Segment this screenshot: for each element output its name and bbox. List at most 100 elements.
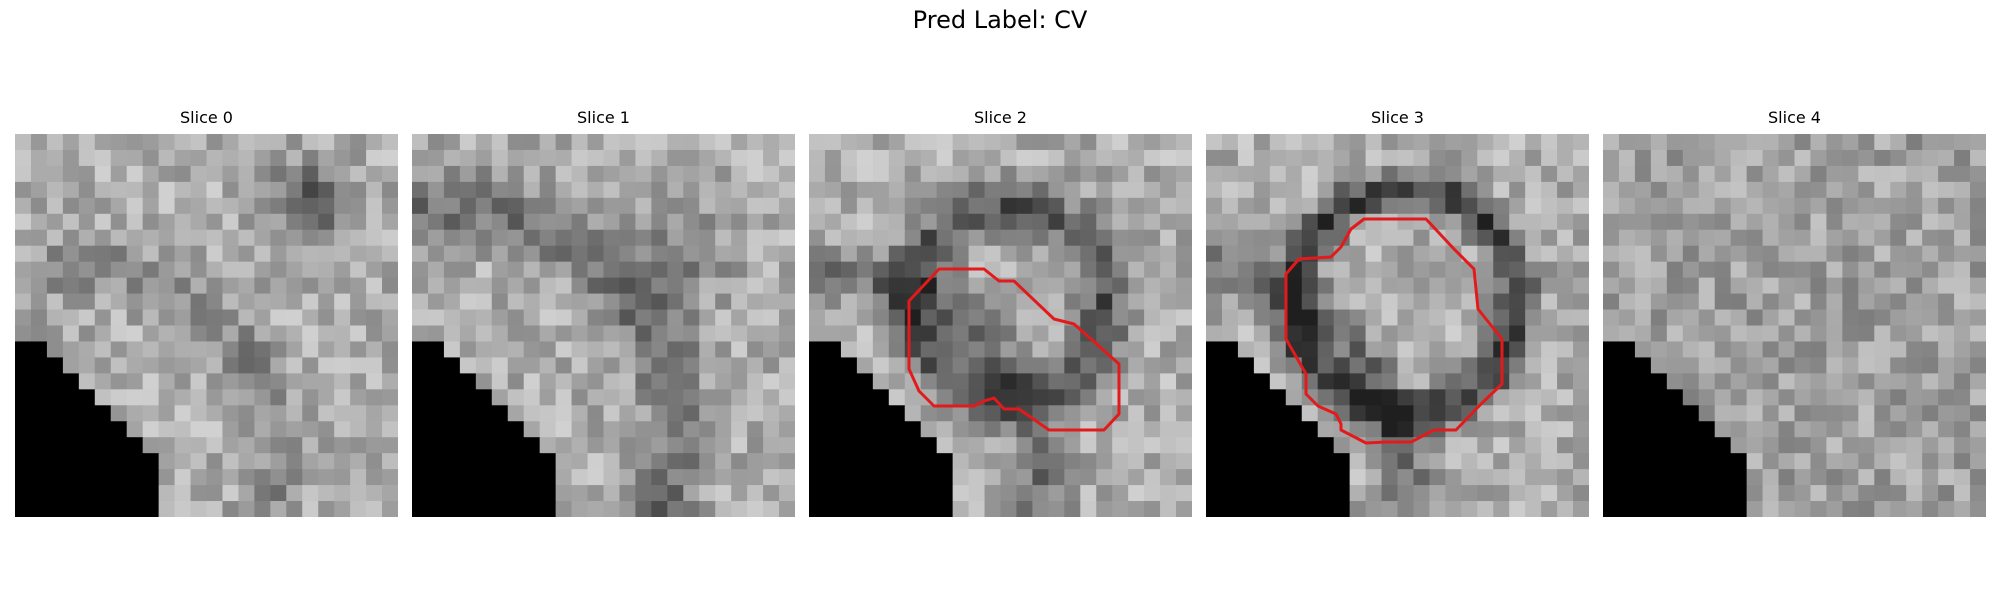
pixel-cell [1970,341,1986,359]
pixel-cell [1906,437,1923,454]
pixel-cell [62,213,80,231]
pixel-cell [1525,134,1542,151]
pixel-cell [603,501,621,517]
pixel-cell [904,181,922,199]
pixel-cell [731,421,748,438]
slice-1-title: Slice 1 [577,108,630,127]
pixel-cell [412,325,429,343]
pixel-cell [110,437,128,454]
pixel-cell [1810,357,1828,374]
pixel-cell [904,485,922,502]
pixel-cell [1016,149,1034,167]
pixel-cell [1112,197,1129,215]
pixel-cell [1016,373,1034,390]
pixel-cell [1525,389,1542,406]
pixel-cell [222,261,240,279]
pixel-cell [1906,373,1923,390]
pixel-cell [334,485,351,502]
pixel-cell [1445,197,1462,215]
pixel-cell [366,245,383,263]
pixel-cell [523,309,541,327]
pixel-cell [1541,437,1558,454]
pixel-cell [94,309,112,327]
pixel-cell [254,197,271,215]
pixel-cell [222,405,240,422]
pixel-cell [1810,261,1828,279]
pixel-cell [1253,421,1271,438]
pixel-cell [270,373,287,390]
pixel-cell [302,373,319,390]
pixel-cell [110,357,128,374]
pixel-cell [206,165,224,183]
pixel-cell [238,453,255,470]
pixel-cell [1603,149,1620,167]
pixel-cell [350,165,367,183]
pixel-cell [619,453,637,470]
pixel-cell [1080,277,1097,295]
pixel-cell [1603,469,1620,486]
pixel-cell [412,134,429,151]
pixel-cell [1048,341,1065,359]
pixel-cell [1381,245,1399,263]
pixel-cell [952,165,970,183]
pixel-cell [1176,181,1192,199]
pixel-cell [1048,501,1065,517]
pixel-cell [1128,197,1145,215]
pixel-cell [715,245,732,263]
pixel-cell [1349,501,1367,517]
pixel-cell [1634,229,1652,247]
pixel-cell [174,357,192,374]
pixel-cell [1237,261,1255,279]
pixel-cell [1730,373,1748,390]
pixel-cell [1698,469,1716,486]
pixel-cell [62,181,80,199]
pixel-cell [1176,229,1192,247]
pixel-cell [1160,341,1177,359]
pixel-cell [1253,229,1271,247]
pixel-cell [1762,245,1780,263]
pixel-cell [254,134,271,151]
pixel-cell [1842,229,1859,247]
pixel-cell [1112,309,1129,327]
pixel-cell [1698,373,1716,390]
pixel-cell [1509,229,1526,247]
pixel-cell [1413,261,1431,279]
pixel-cell [1714,405,1732,422]
pixel-cell [126,405,144,422]
pixel-cell [427,181,445,199]
pixel-cell [1445,437,1462,454]
pixel-cell [1970,357,1986,374]
pixel-cell [110,469,128,486]
pixel-cell [1445,293,1462,311]
pixel-cell [1064,373,1081,390]
pixel-cell [1221,197,1239,215]
pixel-cell [1112,229,1129,247]
pixel-cell [1618,341,1636,359]
pixel-cell [920,181,938,199]
pixel-cell [158,149,176,167]
pixel-cell [1269,277,1287,295]
pixel-cell [699,229,716,247]
pixel-cell [523,134,541,151]
pixel-cell [888,213,906,231]
pixel-cell [1858,453,1875,470]
pixel-cell [78,197,96,215]
pixel-cell [523,181,541,199]
slice-3-canvas [1206,134,1589,517]
pixel-cell [763,165,780,183]
pixel-cell [286,501,303,517]
pixel-cell [1429,405,1446,422]
pixel-cell [1253,149,1271,167]
pixel-cell [1874,229,1891,247]
pixel-cell [651,437,668,454]
pixel-cell [1682,421,1700,438]
pixel-cell [427,405,445,422]
pixel-cell [715,325,732,343]
pixel-cell [491,341,509,359]
pixel-cell [1253,134,1271,151]
pixel-cell [1176,277,1192,295]
pixel-cell [238,213,255,231]
pixel-cell [1874,213,1891,231]
pixel-cell [1890,501,1907,517]
pixel-cell [190,134,208,151]
